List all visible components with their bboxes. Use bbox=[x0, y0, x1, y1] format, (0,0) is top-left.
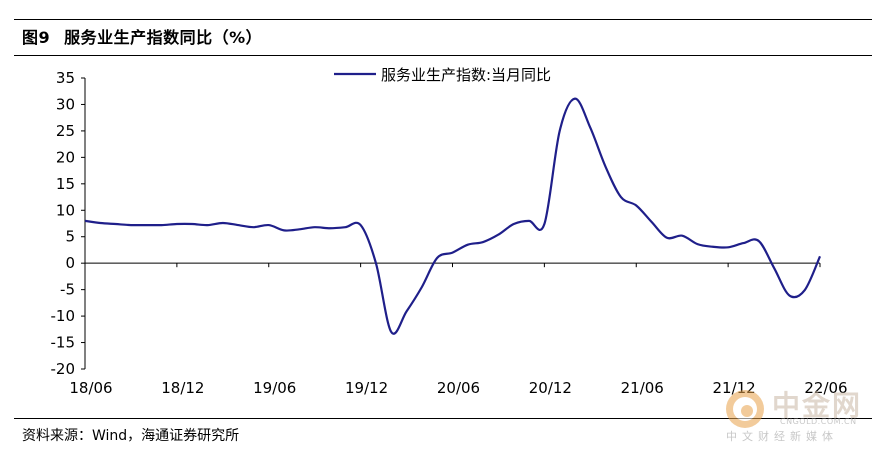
x-tick-label: 21/06 bbox=[621, 379, 664, 396]
x-tick-label: 20/12 bbox=[529, 379, 572, 396]
y-tick-label: 30 bbox=[56, 95, 75, 113]
legend: 服务业生产指数:当月同比 bbox=[334, 66, 551, 84]
y-tick-label: -20 bbox=[51, 360, 76, 378]
y-tick-label: 35 bbox=[56, 69, 75, 87]
watermark: 中金网 CNGOLD.COM.CN 中文财经新媒体 bbox=[722, 384, 872, 446]
y-tick-label: -5 bbox=[60, 281, 75, 299]
y-tick-label: 20 bbox=[56, 148, 75, 166]
watermark-url: CNGOLD.COM.CN bbox=[780, 417, 857, 426]
watermark-subtitle: 中文财经新媒体 bbox=[726, 430, 838, 443]
y-tick-label: -10 bbox=[51, 307, 76, 325]
x-tick-label: 19/06 bbox=[253, 379, 296, 396]
y-tick-label: 15 bbox=[56, 175, 75, 193]
figure-label: 图9 bbox=[22, 28, 51, 47]
series-layer bbox=[84, 97, 822, 335]
x-tick-label: 18/06 bbox=[69, 379, 112, 396]
header-rule bbox=[14, 55, 872, 56]
line-chart: 35 30 25 20 15 10 5 0 -5 -10 -15 -20 18/06 18/12 19/0… bbox=[51, 66, 848, 396]
watermark-name: 中金网 bbox=[772, 389, 863, 422]
y-tick-label: 25 bbox=[56, 122, 75, 140]
figure-title-text: 服务业生产指数同比（%） bbox=[64, 28, 263, 47]
figure-title: 图9 服务业生产指数同比（%） bbox=[22, 24, 262, 48]
source-note: 资料来源：Wind，海通证券研究所 bbox=[22, 428, 240, 444]
y-axis: 35 30 25 20 15 10 5 0 -5 -10 -15 -20 bbox=[51, 69, 86, 378]
x-tick-label: 18/12 bbox=[161, 379, 204, 396]
x-axis: 18/06 18/12 19/06 19/12 20/06 20/12 21/06 21/12… bbox=[69, 262, 848, 396]
coin-logo-icon bbox=[726, 390, 764, 428]
y-tick-label: 0 bbox=[65, 254, 75, 272]
x-tick-label: 22/06 bbox=[804, 379, 847, 396]
y-tick-label: 5 bbox=[65, 228, 75, 246]
x-tick-label: 20/06 bbox=[437, 379, 480, 396]
legend-label: 服务业生产指数:当月同比 bbox=[381, 66, 551, 84]
top-rule bbox=[14, 19, 872, 20]
series-line-services-production-index bbox=[84, 97, 822, 335]
y-tick-label: -15 bbox=[51, 334, 76, 352]
y-tick-label: 10 bbox=[56, 201, 75, 219]
footer-rule bbox=[14, 418, 872, 419]
x-tick-label: 19/12 bbox=[345, 379, 388, 396]
